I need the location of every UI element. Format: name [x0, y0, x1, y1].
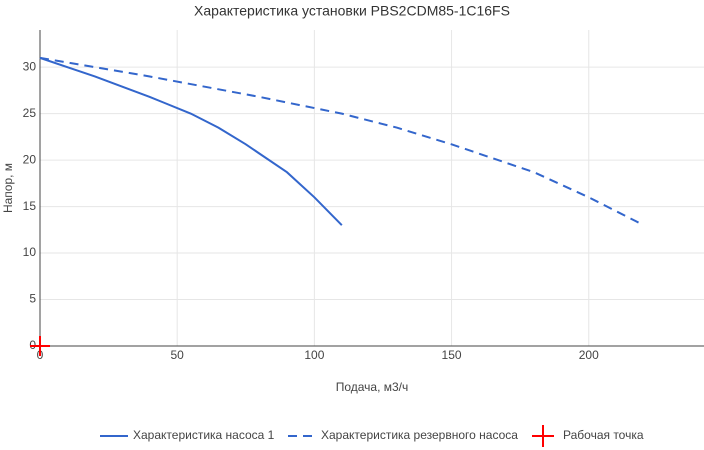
x-tick-label: 50 [171, 348, 185, 362]
y-tick-label: 20 [23, 152, 37, 166]
legend-label: Характеристика резервного насоса [321, 428, 518, 442]
y-tick-label: 10 [23, 245, 37, 259]
marker [30, 336, 50, 356]
legend-item: Характеристика резервного насоса [288, 428, 518, 442]
legend-item: Рабочая точка [532, 425, 644, 447]
x-tick-label: 200 [579, 348, 599, 362]
x-axis-title: Подача, м3/ч [336, 380, 409, 394]
series-line [39, 56, 343, 226]
y-tick-label: 25 [23, 106, 37, 120]
y-axis-title: Напор, м [1, 163, 15, 213]
series-line [39, 56, 645, 227]
legend-label: Характеристика насоса 1 [133, 428, 275, 442]
y-tick-label: 30 [23, 59, 37, 73]
x-tick-label: 100 [304, 348, 324, 362]
chart-title: Характеристика установки PBS2CDM85-1C16F… [194, 3, 510, 19]
y-tick-label: 15 [23, 199, 37, 213]
legend-swatch [532, 425, 554, 447]
legend-item: Характеристика насоса 1 [100, 428, 275, 442]
legend-label: Рабочая точка [563, 428, 644, 442]
x-tick-label: 150 [442, 348, 462, 362]
y-tick-label: 5 [29, 292, 36, 306]
